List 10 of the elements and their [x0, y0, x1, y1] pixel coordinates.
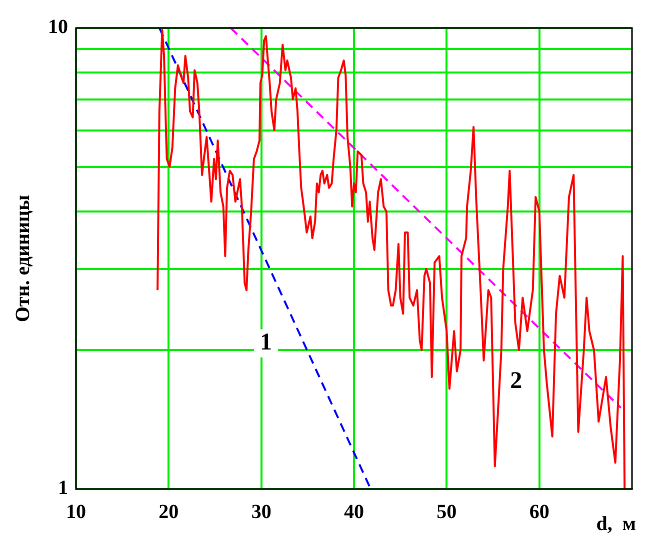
- y-axis-title: Отн. единицы: [12, 194, 34, 322]
- x-tick-label: 20: [158, 501, 179, 524]
- x-tick-label: 10: [66, 501, 86, 524]
- x-tick-label: 50: [436, 501, 457, 524]
- annotation: 2: [510, 368, 522, 394]
- x-axis-title: d, м: [596, 513, 636, 536]
- x-tick-label: 30: [251, 501, 272, 524]
- annotation: 1: [260, 330, 272, 356]
- x-tick-label: 40: [344, 501, 364, 524]
- x-tick-label: 60: [529, 501, 550, 524]
